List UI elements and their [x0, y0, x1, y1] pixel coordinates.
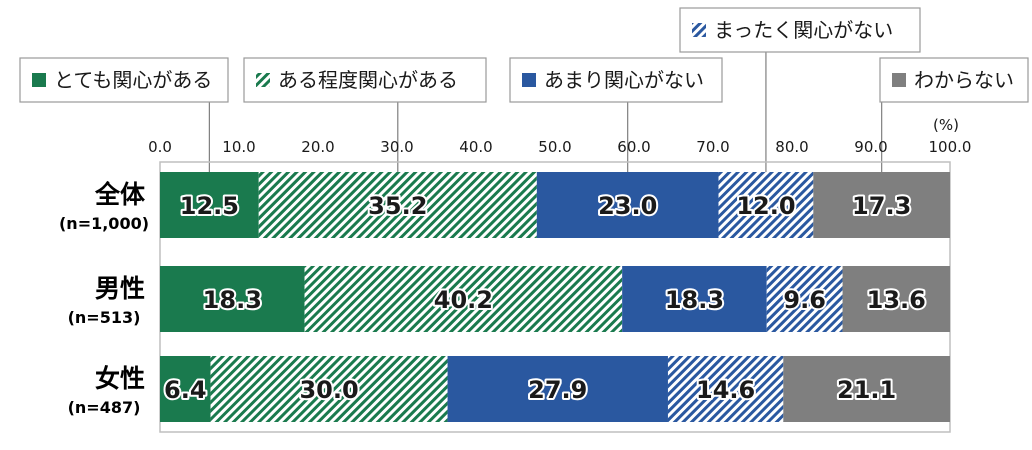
category-sample-size: (n=513)	[68, 308, 141, 327]
data-label: 6.4	[164, 376, 207, 404]
legend-item: あまり関心がない	[509, 57, 723, 103]
bar-segment	[536, 172, 719, 238]
data-label: 18.3	[665, 286, 724, 314]
bar-segment	[783, 356, 950, 422]
data-label: 40.2	[434, 286, 493, 314]
legend-label: わからない	[914, 68, 1014, 92]
data-label: 12.5	[180, 192, 239, 220]
legend-swatch	[892, 73, 906, 87]
data-label: 30.0	[299, 376, 358, 404]
data-label: 35.2	[368, 192, 427, 220]
bar-segment	[210, 356, 448, 422]
x-tick-label: 20.0	[301, 138, 334, 156]
bar-segment	[766, 266, 843, 332]
legend-swatch	[692, 23, 706, 37]
legend-swatch	[32, 73, 46, 87]
legend-item: ある程度関心がある	[243, 57, 487, 103]
x-tick-label: 100.0	[929, 138, 972, 156]
category-sample-size: (n=487)	[68, 398, 141, 417]
x-tick-label: 10.0	[222, 138, 255, 156]
data-label: 9.6	[783, 286, 826, 314]
x-tick-label: 80.0	[775, 138, 808, 156]
bar-segment	[160, 266, 305, 332]
bar-segment	[258, 172, 537, 238]
data-label: 14.6	[696, 376, 755, 404]
data-label: 12.0	[736, 192, 795, 220]
x-tick-label: 50.0	[538, 138, 571, 156]
unit-label: (%)	[933, 116, 959, 134]
legend-label: とても関心がある	[54, 68, 212, 92]
legend-swatch	[256, 73, 270, 87]
x-tick-label: 30.0	[380, 138, 413, 156]
x-tick-label: 40.0	[459, 138, 492, 156]
bar-segment	[718, 172, 814, 238]
bar-segment	[667, 356, 784, 422]
legend-item: わからない	[879, 57, 1029, 103]
bar-segment	[304, 266, 623, 332]
bar-segment	[160, 356, 211, 422]
data-label: 17.3	[852, 192, 911, 220]
bars: 12.5 35.2 23.0 12.0 17.3 18.3 40.2 18.3 9.6 13.6 6…	[160, 172, 950, 422]
category-label: 全体	[94, 180, 146, 209]
legend-leader-lines	[208, 52, 883, 178]
legend-label: ある程度関心がある	[278, 68, 458, 92]
legend-swatch	[522, 73, 536, 87]
data-label: 18.3	[203, 286, 262, 314]
data-label: 13.6	[867, 286, 926, 314]
x-tick-label: 90.0	[854, 138, 887, 156]
bar-segment	[842, 266, 950, 332]
legend-item: とても関心がある	[19, 57, 229, 103]
bar-segment	[622, 266, 767, 332]
x-tick-label: 0.0	[148, 138, 172, 156]
data-label: 27.9	[528, 376, 587, 404]
legend-label: まったく関心がない	[714, 18, 893, 42]
legend-label: あまり関心がない	[544, 68, 704, 92]
category-label: 男性	[95, 274, 145, 303]
data-label: 23.0	[598, 192, 657, 220]
bar-segment	[447, 356, 668, 422]
x-tick-label: 60.0	[617, 138, 650, 156]
legend-item: まったく関心がない	[679, 7, 921, 53]
category-label: 女性	[95, 364, 145, 393]
category-labels: 全体 (n=1,000) 男性 (n=513) 女性 (n=487)	[59, 180, 149, 417]
category-sample-size: (n=1,000)	[59, 214, 149, 233]
x-tick-label: 70.0	[696, 138, 729, 156]
bar-segment	[160, 172, 259, 238]
data-label: 21.1	[837, 376, 896, 404]
bar-segment	[813, 172, 950, 238]
